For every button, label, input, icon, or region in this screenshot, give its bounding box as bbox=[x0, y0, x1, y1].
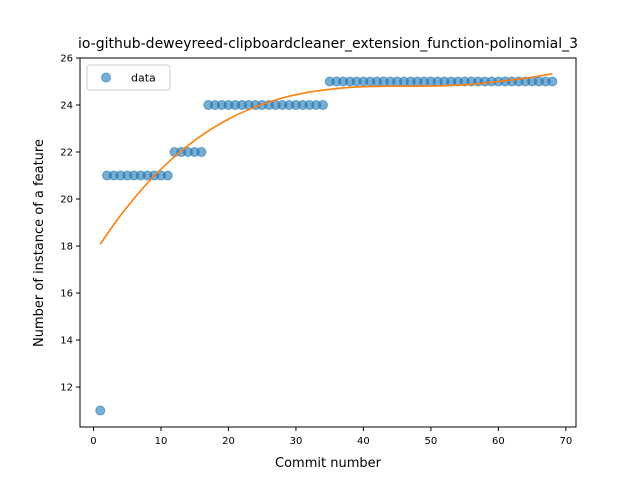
legend-label-data: data bbox=[131, 72, 156, 85]
y-tick-label: 16 bbox=[60, 289, 73, 300]
data-point bbox=[95, 405, 106, 416]
x-tick-label: 20 bbox=[222, 436, 235, 447]
x-tick-label: 60 bbox=[492, 436, 505, 447]
y-tick-label: 14 bbox=[60, 336, 73, 347]
chart-title: io-github-deweyreed-clipboardcleaner_ext… bbox=[78, 36, 578, 52]
y-tick-label: 26 bbox=[60, 54, 73, 65]
x-axis-label: Commit number bbox=[275, 456, 382, 471]
y-tick-label: 18 bbox=[60, 242, 73, 253]
plot-area bbox=[95, 72, 558, 416]
y-tick-label: 22 bbox=[60, 148, 73, 159]
x-tick-label: 0 bbox=[90, 436, 96, 447]
y-axis: 12 14 16 18 20 22 24 26 bbox=[60, 54, 80, 394]
data-point bbox=[547, 76, 558, 87]
x-tick-label: 30 bbox=[290, 436, 303, 447]
fit-line bbox=[99, 72, 553, 245]
axes-frame bbox=[79, 57, 577, 428]
x-tick-label: 10 bbox=[155, 436, 168, 447]
legend-box bbox=[86, 64, 171, 91]
x-tick-label: 40 bbox=[357, 436, 370, 447]
x-tick-label: 70 bbox=[560, 436, 573, 447]
x-tick-label: 50 bbox=[425, 436, 438, 447]
data-point bbox=[196, 147, 207, 158]
x-axis: 0 10 20 30 40 50 60 70 bbox=[90, 427, 572, 447]
y-tick-label: 20 bbox=[60, 195, 73, 206]
y-tick-label: 12 bbox=[60, 383, 73, 394]
legend-marker-data bbox=[101, 72, 111, 83]
data-series bbox=[95, 76, 558, 416]
y-tick-label: 24 bbox=[60, 101, 73, 112]
data-point bbox=[317, 100, 328, 111]
data-point bbox=[162, 170, 173, 181]
legend: data bbox=[86, 64, 171, 91]
y-axis-label: Number of instance of a feature bbox=[32, 139, 47, 347]
